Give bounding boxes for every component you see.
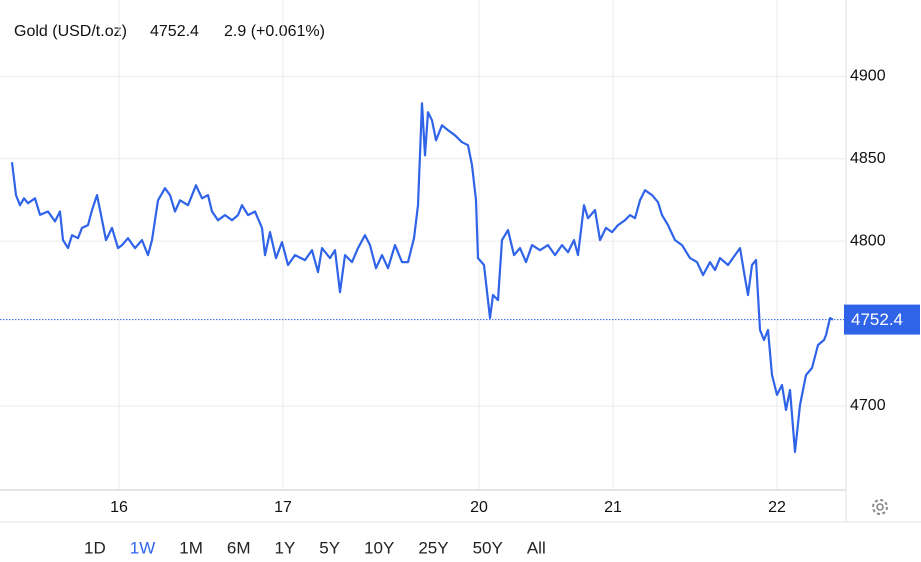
range-button[interactable]: 10Y (364, 538, 394, 557)
range-button[interactable]: All (527, 538, 546, 557)
chart-title: Gold (USD/t.oz) (14, 23, 127, 40)
change: 2.9 (+0.061%) (224, 23, 325, 40)
gear-hub (876, 503, 884, 511)
last-price-box (844, 304, 920, 335)
range-button[interactable]: 1D (84, 538, 106, 557)
y-tick-label: 4700 (850, 397, 886, 414)
range-button[interactable]: 5Y (319, 538, 340, 557)
settings-icon[interactable] (872, 499, 888, 515)
range-button[interactable]: 1W (130, 538, 156, 557)
range-button[interactable]: 25Y (418, 538, 448, 557)
y-tick-label: 4850 (850, 150, 886, 167)
last-price-label: 4752.4 (851, 310, 903, 329)
x-tick-label: 20 (470, 499, 488, 516)
price-line (10, 102, 834, 453)
range-button[interactable]: 1Y (274, 538, 295, 557)
x-tick-label: 16 (110, 499, 128, 516)
range-button[interactable]: 6M (227, 538, 251, 557)
gear-teeth (872, 499, 888, 515)
x-tick-label: 22 (768, 499, 786, 516)
range-button[interactable]: 50Y (473, 538, 503, 557)
price: 4752.4 (150, 23, 199, 40)
x-tick-label: 21 (604, 499, 622, 516)
y-tick-label: 4900 (850, 68, 886, 85)
range-button[interactable]: 1M (179, 538, 203, 557)
x-tick-label: 17 (274, 499, 292, 516)
y-tick-label: 4800 (850, 232, 886, 249)
